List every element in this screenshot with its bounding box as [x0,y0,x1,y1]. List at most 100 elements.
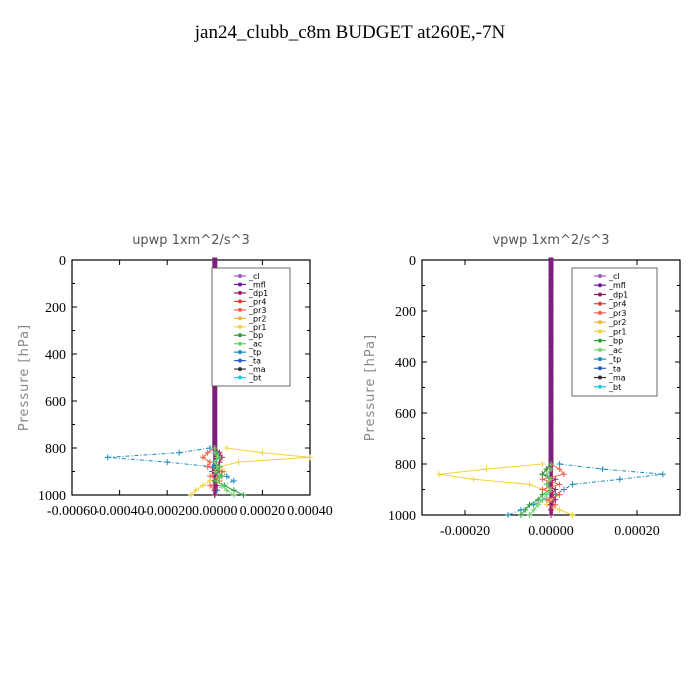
legend-label: _pr3 [608,309,626,318]
series-point [599,466,606,473]
series-point [539,476,546,483]
series-point [230,477,237,484]
x-tick-label: -0.00020 [142,504,192,519]
legend-label: _bp [608,337,623,346]
legend-marker [238,333,242,338]
x-tick-label: 0.00000 [192,504,238,519]
series-point [223,445,230,451]
series-point [104,454,111,461]
series-point [199,454,206,461]
series-point [548,359,554,365]
series-point [218,482,225,489]
series-point [548,451,554,457]
series-point [548,288,554,294]
legend-marker [598,366,602,371]
series-point [548,441,554,447]
legend-label: _ac [248,340,262,349]
series-point [548,313,554,319]
legend-label: _ac [608,346,622,355]
series-point [539,496,546,503]
legend-label: _bp [248,331,263,340]
series-point [212,422,218,427]
series-point [535,501,542,508]
series-point [548,405,554,411]
y-tick-label: 200 [395,305,416,320]
series-point [470,476,477,483]
series-point [211,468,218,475]
legend-label: _ma [608,374,626,383]
legend-marker [238,375,242,380]
series-point [548,501,554,508]
series-point [522,506,529,513]
legend-marker [238,324,242,329]
series-point [548,506,554,513]
series-point [505,512,511,518]
series-point [548,354,554,360]
series-point [548,369,554,375]
y-tick-label: 0 [409,254,416,269]
series-point [548,430,554,436]
legend-label: _dp1 [248,289,268,298]
series-point [214,477,221,484]
series-point [548,272,554,278]
series-point [188,492,194,498]
series-point [548,486,554,493]
legend-marker [238,358,242,363]
legend-box [211,267,291,387]
series-point [483,466,490,473]
legend-label: _tp [608,355,621,364]
legend-box [571,267,658,397]
y-axis-label: Pressure [hPa] [17,324,32,431]
y-tick-label: 600 [395,407,416,422]
legend-marker [598,384,602,389]
legend-marker [598,347,602,352]
series-point [212,262,218,268]
legend-marker [238,316,242,321]
series-point [259,449,266,456]
series-point [543,481,550,488]
y-tick-label: 800 [45,442,66,457]
legend-marker [598,274,602,278]
series-point [207,473,214,480]
legend-marker [238,367,242,372]
series-point [212,403,218,409]
series-point [543,471,550,478]
series-point [212,389,218,395]
legend-label: _ma [248,365,266,374]
series-point [212,440,218,446]
legend-marker [238,282,242,287]
series-point [548,262,554,268]
legend-marker [238,299,242,304]
legend-label: _bt [248,374,261,383]
series-point [548,339,554,345]
series-point [548,446,554,452]
x-tick-label: 0.00040 [287,504,333,519]
series-point [548,379,554,385]
legend-label: _cl [248,272,260,281]
series-point [548,283,554,288]
series-point [556,491,563,498]
legend-marker [598,310,602,315]
legend-label: _cl [608,272,620,281]
series-point [560,471,567,478]
legend-label: _mfl [248,280,266,289]
series-point [548,328,554,334]
panel-title: upwp 1xm^2/s^3 [132,233,250,248]
series-point [569,512,576,518]
series-point [530,506,537,513]
series-point [548,293,554,299]
legend-marker [598,283,602,288]
series-point [548,257,554,263]
series-point [548,344,554,350]
series-point [223,487,230,494]
series-point [526,481,533,488]
y-axis-label: Pressure [hPa] [363,334,378,441]
series-point [214,454,221,461]
series-point [526,501,533,508]
series-point [211,492,218,498]
series-point [556,481,563,488]
series-point [212,407,218,413]
series-point [235,459,242,466]
series-point [569,481,576,488]
series-point [212,412,218,418]
